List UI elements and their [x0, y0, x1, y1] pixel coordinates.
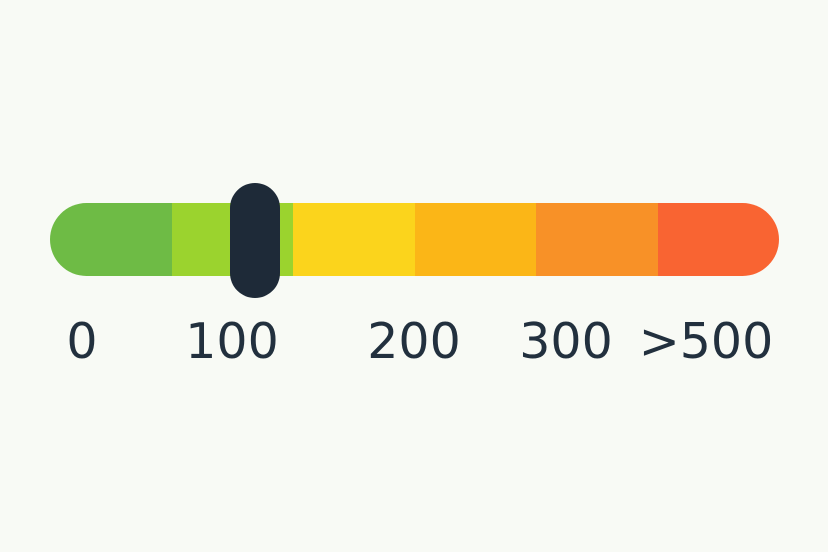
tick-label-100: 100	[185, 313, 279, 370]
track-segment-green	[50, 203, 172, 276]
track-segment-yellow	[293, 203, 415, 276]
track-segment-amber	[414, 203, 536, 276]
tick-label-0: 0	[66, 313, 98, 370]
tick-label-200: 200	[367, 313, 461, 370]
tick-label-500: >500	[638, 313, 774, 370]
tick-label-300: 300	[519, 313, 613, 370]
track-segment-orange	[536, 203, 658, 276]
slider-track[interactable]	[50, 203, 779, 276]
slider-handle[interactable]	[230, 183, 280, 298]
track-segment-red	[657, 203, 779, 276]
